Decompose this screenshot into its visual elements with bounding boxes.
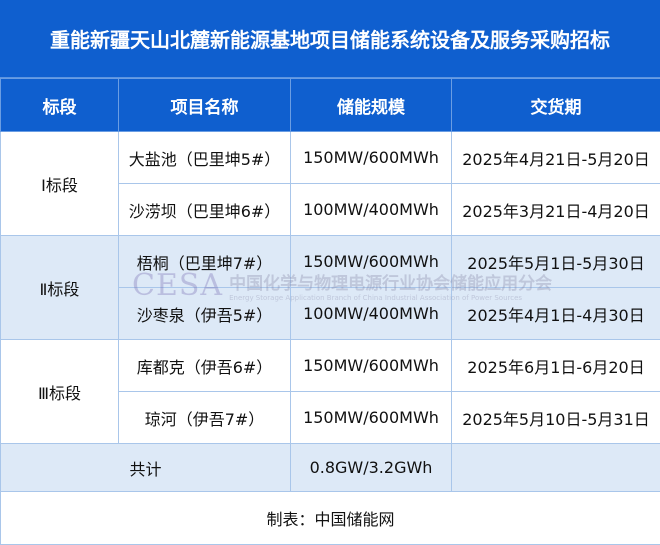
scale: 100MW/400MWh (291, 288, 452, 340)
section-label: Ⅲ标段 (1, 340, 119, 444)
tender-table: 标段 项目名称 储能规模 交货期 Ⅰ标段 大盐池（巴里坤5#） 150MW/60… (0, 78, 660, 545)
total-label: 共计 (1, 444, 291, 492)
project-name: 琼河（伊吾7#） (119, 392, 291, 444)
project-name: 沙枣泉（伊吾5#） (119, 288, 291, 340)
table-title: 重能新疆天山北麓新能源基地项目储能系统设备及服务采购招标 (0, 0, 660, 78)
header-section: 标段 (1, 79, 119, 132)
table-row: Ⅲ标段 库都克（伊吾6#） 150MW/600MWh 2025年6月1日-6月2… (1, 340, 660, 392)
scale: 150MW/600MWh (291, 392, 452, 444)
project-name: 梧桐（巴里坤7#） (119, 236, 291, 288)
table-row: Ⅱ标段 梧桐（巴里坤7#） 150MW/600MWh 2025年5月1日-5月3… (1, 236, 660, 288)
total-empty (452, 444, 660, 492)
header-row: 标段 项目名称 储能规模 交货期 (1, 79, 660, 132)
header-project: 项目名称 (119, 79, 291, 132)
project-name: 库都克（伊吾6#） (119, 340, 291, 392)
delivery: 2025年3月21日-4月20日 (452, 184, 660, 236)
section-label: Ⅰ标段 (1, 132, 119, 236)
delivery: 2025年5月1日-5月30日 (452, 236, 660, 288)
delivery: 2025年4月21日-5月20日 (452, 132, 660, 184)
total-row: 共计 0.8GW/3.2GWh (1, 444, 660, 492)
table-source: 制表：中国储能网 (1, 492, 660, 545)
section-label: Ⅱ标段 (1, 236, 119, 340)
header-scale: 储能规模 (291, 79, 452, 132)
project-name: 沙涝坝（巴里坤6#） (119, 184, 291, 236)
total-scale: 0.8GW/3.2GWh (291, 444, 452, 492)
delivery: 2025年5月10日-5月31日 (452, 392, 660, 444)
project-name: 大盐池（巴里坤5#） (119, 132, 291, 184)
scale: 100MW/400MWh (291, 184, 452, 236)
table-row: Ⅰ标段 大盐池（巴里坤5#） 150MW/600MWh 2025年4月21日-5… (1, 132, 660, 184)
scale: 150MW/600MWh (291, 132, 452, 184)
scale: 150MW/600MWh (291, 236, 452, 288)
scale: 150MW/600MWh (291, 340, 452, 392)
delivery: 2025年6月1日-6月20日 (452, 340, 660, 392)
delivery: 2025年4月1日-4月30日 (452, 288, 660, 340)
footer-row: 制表：中国储能网 (1, 492, 660, 545)
header-delivery: 交货期 (452, 79, 660, 132)
